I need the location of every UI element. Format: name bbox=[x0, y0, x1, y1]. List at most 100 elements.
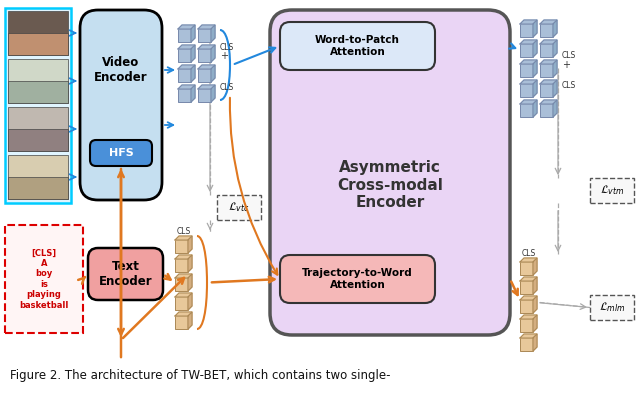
Bar bbox=[8, 107, 68, 151]
Bar bbox=[540, 24, 553, 37]
Bar bbox=[520, 338, 533, 351]
Text: CLS: CLS bbox=[522, 249, 536, 257]
Bar bbox=[520, 319, 533, 332]
Polygon shape bbox=[198, 25, 215, 29]
Polygon shape bbox=[553, 20, 557, 37]
Bar bbox=[8, 33, 68, 55]
Text: $\mathcal{L}_{mlm}$: $\mathcal{L}_{mlm}$ bbox=[598, 301, 625, 314]
Bar bbox=[540, 44, 553, 57]
Bar bbox=[5, 8, 71, 203]
Text: Figure 2. The architecture of TW-BET, which contains two single-: Figure 2. The architecture of TW-BET, wh… bbox=[10, 369, 390, 381]
Bar bbox=[520, 44, 533, 57]
Polygon shape bbox=[533, 80, 537, 97]
Polygon shape bbox=[191, 25, 195, 42]
Bar bbox=[175, 259, 188, 272]
Polygon shape bbox=[533, 258, 537, 275]
Bar bbox=[520, 64, 533, 77]
Text: CLS: CLS bbox=[562, 51, 576, 61]
Polygon shape bbox=[520, 40, 537, 44]
Polygon shape bbox=[533, 296, 537, 313]
Polygon shape bbox=[533, 20, 537, 37]
Bar bbox=[198, 49, 211, 62]
Text: CLS: CLS bbox=[177, 227, 191, 236]
Polygon shape bbox=[191, 85, 195, 102]
Polygon shape bbox=[178, 25, 195, 29]
Bar bbox=[590, 178, 634, 203]
Bar bbox=[178, 89, 191, 102]
Polygon shape bbox=[553, 80, 557, 97]
Text: $\mathcal{L}_{vtc}$: $\mathcal{L}_{vtc}$ bbox=[228, 201, 250, 214]
Polygon shape bbox=[211, 65, 215, 82]
Polygon shape bbox=[533, 60, 537, 77]
Text: +: + bbox=[220, 51, 228, 61]
Bar bbox=[178, 49, 191, 62]
Bar bbox=[178, 69, 191, 82]
Polygon shape bbox=[175, 274, 192, 278]
Bar bbox=[5, 225, 83, 333]
Polygon shape bbox=[188, 255, 192, 272]
Polygon shape bbox=[191, 45, 195, 62]
Bar bbox=[217, 195, 261, 220]
Polygon shape bbox=[533, 40, 537, 57]
Bar bbox=[520, 262, 533, 275]
Text: Text
Encoder: Text Encoder bbox=[99, 260, 152, 288]
Bar bbox=[540, 104, 553, 117]
Bar bbox=[8, 155, 68, 199]
Bar bbox=[178, 29, 191, 42]
FancyBboxPatch shape bbox=[88, 248, 163, 300]
Bar bbox=[520, 281, 533, 294]
Text: $\mathcal{L}_{vtm}$: $\mathcal{L}_{vtm}$ bbox=[600, 184, 624, 197]
Text: CLS: CLS bbox=[220, 82, 234, 91]
Polygon shape bbox=[520, 277, 537, 281]
FancyBboxPatch shape bbox=[80, 10, 162, 200]
Bar bbox=[540, 64, 553, 77]
Text: CLS: CLS bbox=[562, 82, 576, 91]
Polygon shape bbox=[211, 45, 215, 62]
Polygon shape bbox=[520, 100, 537, 104]
Bar bbox=[520, 24, 533, 37]
Text: [CLS]
A
boy
is
playing
basketball: [CLS] A boy is playing basketball bbox=[19, 249, 68, 310]
Polygon shape bbox=[520, 20, 537, 24]
FancyBboxPatch shape bbox=[270, 10, 510, 335]
Text: +: + bbox=[562, 60, 570, 70]
Text: Trajectory-to-Word
Attention: Trajectory-to-Word Attention bbox=[302, 268, 413, 290]
Polygon shape bbox=[520, 334, 537, 338]
FancyBboxPatch shape bbox=[280, 255, 435, 303]
Bar bbox=[590, 295, 634, 320]
Polygon shape bbox=[553, 40, 557, 57]
Polygon shape bbox=[211, 85, 215, 102]
Polygon shape bbox=[191, 65, 195, 82]
Polygon shape bbox=[533, 334, 537, 351]
Bar bbox=[175, 278, 188, 291]
Polygon shape bbox=[211, 25, 215, 42]
Bar bbox=[198, 89, 211, 102]
FancyBboxPatch shape bbox=[90, 140, 152, 166]
Bar bbox=[175, 297, 188, 310]
Polygon shape bbox=[553, 100, 557, 117]
Polygon shape bbox=[540, 60, 557, 64]
Bar bbox=[175, 316, 188, 329]
Polygon shape bbox=[520, 60, 537, 64]
FancyBboxPatch shape bbox=[280, 22, 435, 70]
Bar bbox=[520, 104, 533, 117]
Text: Video
Encoder: Video Encoder bbox=[94, 56, 148, 84]
Bar bbox=[8, 81, 68, 103]
Polygon shape bbox=[178, 65, 195, 69]
Polygon shape bbox=[520, 258, 537, 262]
Polygon shape bbox=[520, 296, 537, 300]
Polygon shape bbox=[540, 80, 557, 84]
Polygon shape bbox=[198, 45, 215, 49]
Polygon shape bbox=[198, 85, 215, 89]
Text: Word-to-Patch
Attention: Word-to-Patch Attention bbox=[315, 35, 400, 57]
Bar bbox=[8, 59, 68, 103]
Text: CLS: CLS bbox=[220, 42, 234, 51]
Polygon shape bbox=[198, 65, 215, 69]
Polygon shape bbox=[533, 315, 537, 332]
Bar bbox=[540, 84, 553, 97]
Polygon shape bbox=[520, 315, 537, 319]
Polygon shape bbox=[540, 20, 557, 24]
Polygon shape bbox=[188, 236, 192, 253]
Polygon shape bbox=[175, 293, 192, 297]
Polygon shape bbox=[188, 293, 192, 310]
Polygon shape bbox=[540, 100, 557, 104]
